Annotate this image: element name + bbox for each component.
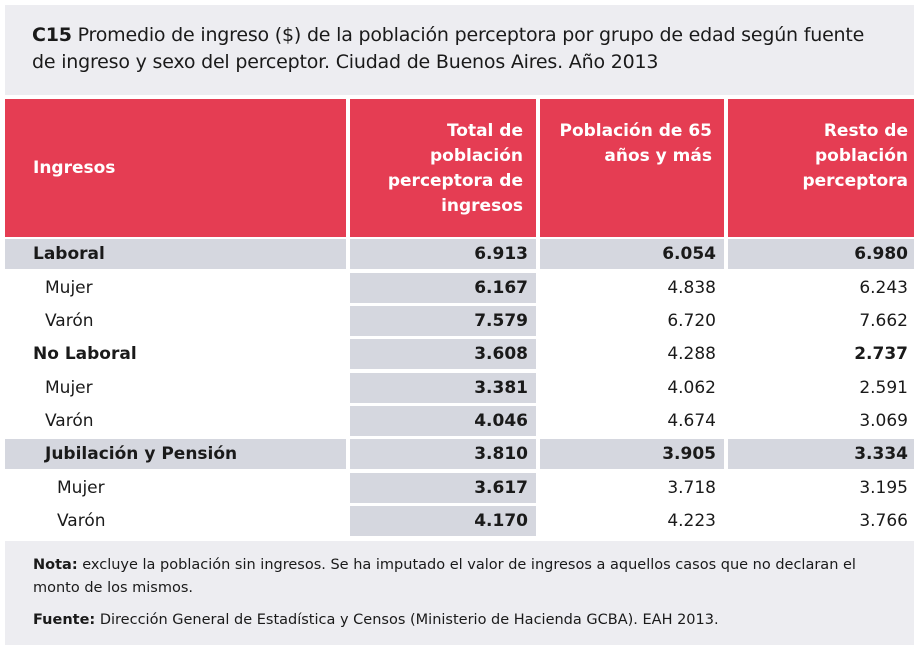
cell-total: 7.579 [350, 306, 536, 336]
header-total: Total de población perceptora de ingreso… [350, 99, 536, 237]
cell-resto: 6.980 [728, 239, 914, 269]
cell-total: 4.046 [350, 406, 536, 436]
row-label: Mujer [5, 473, 346, 503]
cell-total: 6.913 [350, 239, 536, 269]
row-label: Varón [5, 506, 346, 536]
cell-total: 6.167 [350, 273, 536, 303]
table-row: Mujer 6.167 4.838 6.243 [0, 273, 919, 303]
row-label: Mujer [5, 373, 346, 403]
table-code: C15 [32, 24, 72, 46]
table-row: Mujer 3.617 3.718 3.195 [0, 473, 919, 503]
cell-65-mas: 6.720 [540, 306, 724, 336]
cell-resto: 3.195 [728, 473, 914, 503]
row-label: Jubilación y Pensión [5, 439, 346, 469]
cell-total: 3.617 [350, 473, 536, 503]
table-row-no-laboral: No Laboral 3.608 4.288 2.737 [0, 339, 919, 369]
cell-resto: 6.243 [728, 273, 914, 303]
cell-resto: 7.662 [728, 306, 914, 336]
cell-65-mas: 4.062 [540, 373, 724, 403]
table-row: Varón 7.579 6.720 7.662 [0, 306, 919, 336]
cell-resto: 2.591 [728, 373, 914, 403]
source-label: Fuente: [33, 612, 96, 628]
note: Nota: excluye la población sin ingresos.… [33, 554, 904, 600]
row-label: Mujer [5, 273, 346, 303]
cell-65-mas: 6.054 [540, 239, 724, 269]
table-row: Varón 4.170 4.223 3.766 [0, 506, 919, 536]
cell-65-mas: 3.718 [540, 473, 724, 503]
cell-resto: 3.069 [728, 406, 914, 436]
note-label: Nota: [33, 557, 78, 573]
table-row: Varón 4.046 4.674 3.069 [0, 406, 919, 436]
row-label: No Laboral [5, 339, 346, 369]
cell-total: 4.170 [350, 506, 536, 536]
table-title-text: Promedio de ingreso ($) de la población … [32, 24, 865, 73]
cell-resto: 2.737 [728, 339, 914, 369]
notes-box: Nota: excluye la población sin ingresos.… [5, 541, 914, 645]
cell-total: 3.381 [350, 373, 536, 403]
source-text: Dirección General de Estadística y Censo… [95, 612, 719, 628]
row-label: Varón [5, 306, 346, 336]
table-title: C15 Promedio de ingreso ($) de la poblac… [5, 5, 914, 95]
header-ingresos: Ingresos [5, 99, 346, 237]
cell-total: 3.810 [350, 439, 536, 469]
cell-65-mas: 4.674 [540, 406, 724, 436]
cell-65-mas: 4.838 [540, 273, 724, 303]
cell-65-mas: 4.223 [540, 506, 724, 536]
cell-65-mas: 4.288 [540, 339, 724, 369]
row-label: Varón [5, 406, 346, 436]
cell-resto: 3.334 [728, 439, 914, 469]
header-resto: Resto de población perceptora [728, 99, 914, 237]
cell-resto: 3.766 [728, 506, 914, 536]
source: Fuente: Dirección General de Estadística… [33, 609, 904, 632]
cell-65-mas: 3.905 [540, 439, 724, 469]
table-row-laboral: Laboral 6.913 6.054 6.980 [0, 239, 919, 269]
table-header: Ingresos Total de población perceptora d… [0, 99, 919, 237]
row-label: Laboral [5, 239, 346, 269]
note-text: excluye la población sin ingresos. Se ha… [33, 557, 856, 596]
table-row-jubilacion: Jubilación y Pensión 3.810 3.905 3.334 [0, 439, 919, 469]
cell-total: 3.608 [350, 339, 536, 369]
table-row: Mujer 3.381 4.062 2.591 [0, 373, 919, 403]
header-65-mas: Población de 65 años y más [540, 99, 724, 237]
